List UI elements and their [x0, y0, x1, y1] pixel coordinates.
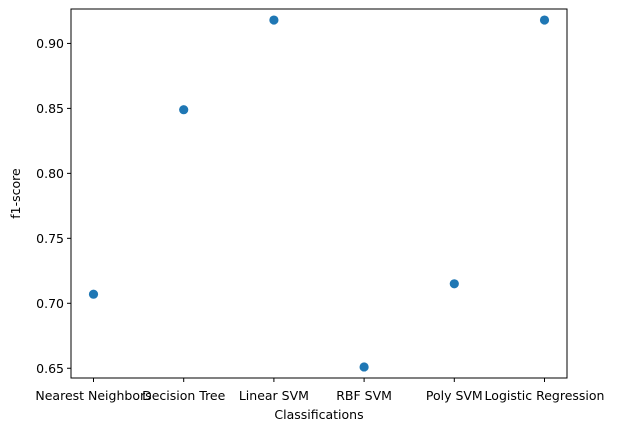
points-layer — [88, 15, 550, 372]
data-point — [449, 279, 459, 289]
x-tick-label: Decision Tree — [142, 388, 226, 403]
y-axis-label: f1-score — [8, 168, 23, 219]
plot-frame — [70, 8, 568, 379]
x-tick-label: Nearest Neighbors — [35, 388, 151, 403]
y-tick-label: 0.85 — [36, 101, 64, 116]
y-tick-label: 0.65 — [36, 361, 64, 376]
data-point — [179, 105, 189, 115]
data-point — [269, 15, 279, 25]
data-point — [539, 15, 550, 25]
y-tick-label: 0.90 — [36, 36, 64, 51]
data-point — [88, 289, 99, 299]
x-axis-label: Classifications — [274, 407, 363, 422]
y-tick-label: 0.80 — [36, 166, 64, 181]
y-tick-label: 0.70 — [36, 296, 64, 311]
ticks-layer: 0.65 0.70 0.75 0.80 0.85 0.90 Nearest Neighbor… — [35, 36, 604, 403]
x-tick-label: Logistic Regression — [485, 388, 605, 403]
x-tick-label: Poly SVM — [426, 388, 483, 403]
x-tick-label: Linear SVM — [239, 388, 309, 403]
x-tick-label: RBF SVM — [336, 388, 392, 403]
y-tick-label: 0.75 — [36, 231, 64, 246]
data-point — [359, 362, 369, 372]
